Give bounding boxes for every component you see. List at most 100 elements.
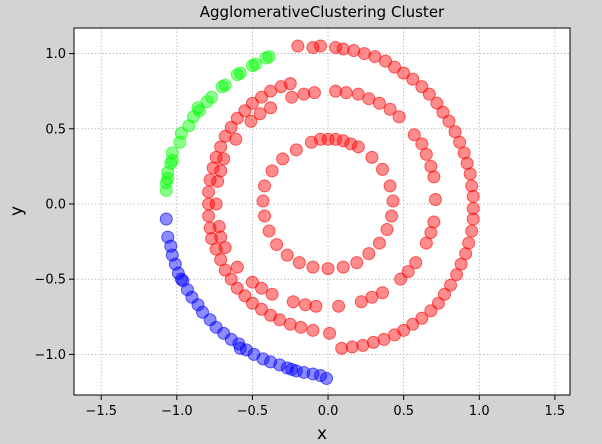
scatter-point [415, 311, 429, 325]
x-tick-label: −0.5 [237, 404, 269, 419]
series-2 [159, 212, 334, 385]
scatter-point [463, 167, 477, 181]
x-tick-label: −1.5 [85, 404, 117, 419]
scatter-point [409, 256, 423, 270]
data-points [159, 39, 480, 385]
scatter-point [265, 164, 279, 178]
scatter-point [444, 278, 458, 292]
scatter-point [230, 260, 244, 274]
scatter-point [377, 332, 391, 346]
scatter-point [174, 272, 188, 286]
scatter-point [383, 179, 397, 193]
scatter-point [366, 335, 380, 349]
y-tick-label: −1.0 [34, 348, 66, 363]
scatter-point [253, 107, 267, 121]
scatter-point [407, 128, 421, 142]
scatter-point [238, 104, 252, 118]
scatter-point [428, 192, 442, 206]
scatter-point [321, 262, 335, 276]
y-tick-label: 0.0 [45, 197, 66, 212]
scatter-point [422, 87, 436, 101]
scatter-point [224, 272, 238, 286]
plot-area: −1.5 −1.0 −0.5 0.0 0.5 1.0 1.5 −1.0 −0.5 0.0 0.5 1… [34, 27, 571, 419]
scatter-point [164, 156, 178, 170]
scatter-point [258, 209, 272, 223]
scatter-point [388, 60, 402, 74]
scatter-point [306, 260, 320, 274]
x-tick-label: 0.5 [393, 404, 414, 419]
scatter-point [365, 150, 379, 164]
scatter-point [256, 194, 270, 208]
scatter-point [205, 232, 219, 246]
y-axis: −1.0 −0.5 0.0 0.5 1.0 [34, 47, 74, 363]
scatter-point [159, 183, 173, 197]
scatter-point [245, 59, 259, 73]
scatter-point [372, 236, 386, 250]
scatter-point [214, 140, 228, 154]
scatter-point [215, 80, 229, 94]
scatter-point [209, 197, 223, 211]
scatter-point [380, 223, 394, 237]
scatter-point [401, 265, 415, 279]
scatter-point [159, 176, 173, 190]
scatter-point [262, 224, 276, 238]
chart-title: AgglomerativeClustering Cluster [200, 3, 445, 21]
scatter-point [336, 260, 350, 274]
scatter-point [165, 146, 179, 160]
scatter-point [307, 86, 321, 100]
scatter-point [230, 68, 244, 82]
scatter-point [350, 256, 364, 270]
scatter-point [255, 281, 269, 295]
scatter-point [258, 179, 272, 193]
scatter-point [448, 125, 462, 139]
scatter-point [274, 80, 288, 94]
scatter-point [264, 101, 278, 115]
y-axis-label: y [7, 206, 27, 216]
y-tick-label: 0.5 [45, 122, 66, 137]
scatter-point [202, 197, 216, 211]
scatter-point [309, 299, 323, 313]
scatter-point [397, 323, 411, 337]
scatter-point [214, 164, 228, 178]
scatter-point [442, 114, 456, 128]
scatter-point [245, 275, 259, 289]
scatter-point [323, 326, 337, 340]
scatter-point [255, 90, 269, 104]
scatter-point [362, 247, 376, 261]
scatter-point [200, 95, 214, 109]
scatter-point [276, 152, 290, 166]
scatter-point [339, 86, 353, 100]
y-tick-label: 1.0 [45, 47, 66, 62]
scatter-point [209, 320, 223, 334]
scatter-point [280, 248, 294, 262]
scatter-point [298, 298, 312, 312]
scatter-point [185, 290, 199, 304]
x-tick-label: −1.0 [161, 404, 193, 419]
scatter-point [270, 238, 284, 252]
scatter-point [345, 340, 359, 354]
scatter-point [335, 341, 349, 355]
x-axis-label: x [317, 424, 327, 444]
scatter-point [320, 371, 334, 385]
scatter-point [238, 289, 252, 303]
scatter-point [256, 352, 270, 366]
scatter-point [202, 185, 216, 199]
scatter-point [306, 41, 320, 55]
scatter-point [466, 189, 480, 203]
scatter-point [431, 296, 445, 310]
scatter-point [174, 126, 188, 140]
scatter-point [454, 257, 468, 271]
scatter-point [286, 295, 300, 309]
scatter-point [347, 44, 361, 58]
scatter-point [265, 287, 279, 301]
scatter-point [329, 41, 343, 55]
scatter-point [397, 66, 411, 80]
scatter-point [383, 102, 397, 116]
scatter-point [406, 317, 420, 331]
x-tick-label: 1.0 [469, 404, 490, 419]
scatter-point [329, 84, 343, 98]
scatter-point [202, 209, 216, 223]
scatter-point [224, 120, 238, 134]
scatter-point [392, 110, 406, 124]
